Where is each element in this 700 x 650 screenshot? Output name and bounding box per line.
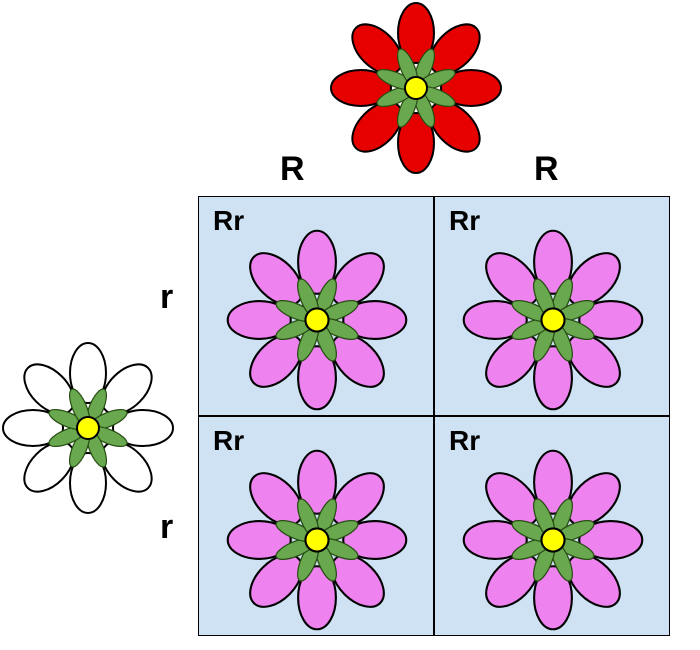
allele-label-left: r xyxy=(160,278,173,317)
punnett-diagram: Rr Rr Rr Rr R Rr r xyxy=(0,0,700,644)
genotype-label: Rr xyxy=(213,425,244,457)
punnett-cell: Rr xyxy=(198,416,434,636)
offspring-flower-icon xyxy=(212,215,422,425)
punnett-grid: Rr Rr Rr Rr xyxy=(198,196,670,636)
allele-label-top: R xyxy=(534,150,559,189)
allele-label-left: r xyxy=(160,508,173,547)
genotype-label: Rr xyxy=(213,205,244,237)
allele-label-top: R xyxy=(280,150,305,189)
genotype-label: Rr xyxy=(449,425,480,457)
offspring-flower-icon xyxy=(212,435,422,645)
parent-top-flower-icon xyxy=(316,0,516,188)
punnett-cell: Rr xyxy=(434,416,670,636)
parent-left-flower-icon xyxy=(0,328,188,528)
offspring-flower-icon xyxy=(448,435,658,645)
genotype-label: Rr xyxy=(449,205,480,237)
punnett-cell: Rr xyxy=(434,196,670,416)
offspring-flower-icon xyxy=(448,215,658,425)
punnett-cell: Rr xyxy=(198,196,434,416)
